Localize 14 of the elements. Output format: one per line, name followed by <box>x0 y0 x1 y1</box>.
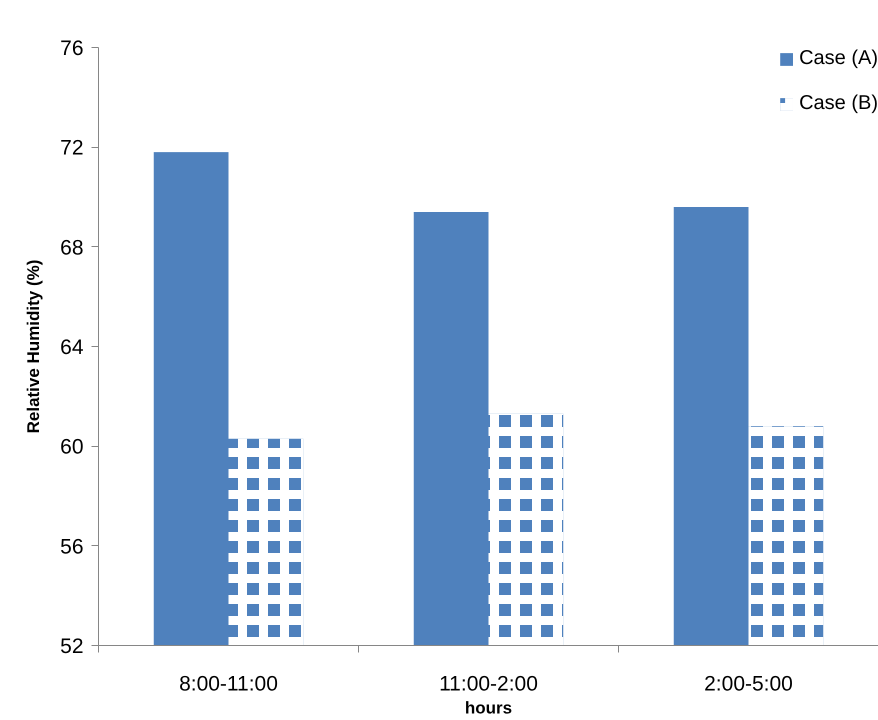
y-tick-label: 64 <box>60 336 84 359</box>
legend-label: Case (B) <box>799 92 878 115</box>
y-axis-title: Relative Humidity (%) <box>24 260 44 434</box>
y-tick-label: 60 <box>60 436 84 459</box>
y-tick-label: 76 <box>60 37 84 60</box>
x-tick-label: 8:00-11:00 <box>179 672 278 696</box>
y-tick-label: 68 <box>60 236 84 260</box>
x-axis-title: hours <box>464 698 512 718</box>
y-tick-label: 72 <box>60 136 84 160</box>
x-tick-label: 2:00-5:00 <box>704 672 793 696</box>
y-tick-label: 56 <box>60 535 84 558</box>
x-tick-label: 11:00-2:00 <box>439 672 538 696</box>
legend-label: Case (A) <box>799 47 878 70</box>
y-tick-label: 52 <box>60 635 84 658</box>
